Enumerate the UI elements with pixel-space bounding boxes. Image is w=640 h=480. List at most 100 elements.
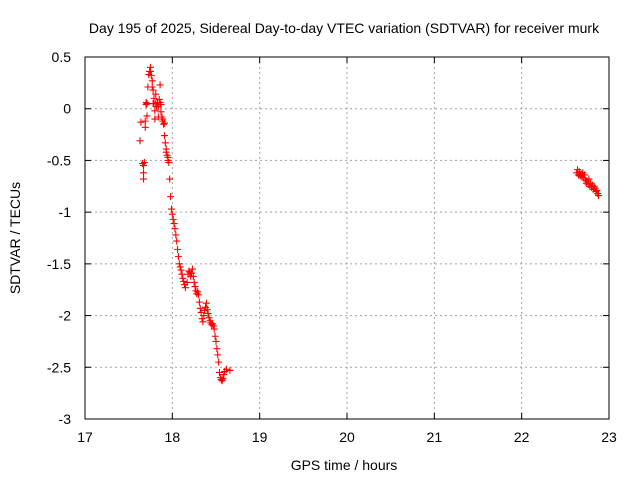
data-point [202, 299, 210, 307]
x-axis-label: GPS time / hours [291, 457, 398, 473]
data-point [148, 77, 156, 85]
data-point [204, 310, 212, 318]
data-point [215, 358, 223, 366]
data-point [141, 117, 149, 125]
data-point [167, 193, 175, 201]
data-point [222, 365, 230, 373]
y-tick-label: -1 [59, 204, 72, 220]
x-tick-label: 17 [77, 429, 93, 445]
axis-ticks [84, 56, 610, 420]
data-point [161, 139, 169, 147]
data-point [195, 298, 203, 306]
data-point [581, 171, 589, 179]
data-point [147, 72, 155, 80]
data-point [211, 332, 219, 340]
data-point [148, 83, 156, 91]
data-point [210, 325, 218, 333]
data-point [195, 291, 203, 299]
data-point [152, 90, 160, 98]
y-tick-label: -1.5 [47, 256, 71, 272]
data-point [143, 100, 151, 108]
data-point [137, 118, 145, 126]
data-point [169, 215, 177, 223]
data-point [143, 112, 151, 120]
data-point [183, 278, 191, 286]
data-point [217, 376, 225, 384]
data-point [205, 314, 213, 322]
data-point [577, 170, 585, 178]
data-point [156, 81, 164, 89]
data-point [160, 120, 168, 128]
data-point [173, 237, 181, 245]
data-point [595, 192, 603, 200]
data-point [212, 337, 220, 345]
x-tick-labels: 17 18 19 20 21 22 23 [77, 429, 617, 445]
data-point [181, 284, 189, 292]
data-point [188, 269, 196, 277]
data-point [151, 107, 159, 115]
chart-title: Day 195 of 2025, Sidereal Day-to-day VTE… [89, 20, 600, 36]
data-point [198, 315, 206, 323]
data-point [593, 186, 601, 194]
data-point [208, 321, 216, 329]
x-tick-label: 23 [601, 429, 617, 445]
data-point [155, 95, 163, 103]
x-tick-label: 22 [514, 429, 530, 445]
y-tick-label: 0.5 [52, 49, 72, 65]
y-tick-labels: 0.5 0 -0.5 -1 -1.5 -2 -2.5 -3 [47, 49, 71, 427]
data-point [174, 253, 182, 261]
data-point [179, 274, 187, 282]
y-axis-label: SDTVAR / TECUs [7, 182, 23, 294]
data-point [157, 108, 165, 116]
grid-lines [85, 57, 609, 419]
y-tick-label: -0.5 [47, 152, 71, 168]
y-tick-label: 0 [63, 101, 71, 117]
x-tick-label: 20 [339, 429, 355, 445]
y-tick-label: -2.5 [47, 359, 71, 375]
data-point [188, 265, 196, 273]
y-tick-label: -2 [59, 308, 72, 324]
data-point [174, 245, 182, 253]
data-point [177, 266, 185, 274]
data-point [175, 260, 183, 268]
data-point [150, 94, 158, 102]
data-point [167, 205, 175, 213]
data-point [220, 371, 228, 379]
data-point [160, 119, 168, 127]
x-tick-label: 19 [252, 429, 268, 445]
data-point [194, 288, 202, 296]
data-point [166, 175, 174, 183]
data-point [199, 318, 207, 326]
data-point [190, 278, 198, 286]
data-point [209, 322, 217, 330]
data-point [160, 132, 168, 140]
data-point [192, 287, 200, 295]
data-point [168, 210, 176, 218]
data-point [226, 366, 234, 374]
data-point [172, 231, 180, 239]
data-point [189, 272, 197, 280]
data-point [219, 375, 227, 383]
data-point [162, 148, 170, 156]
data-point [170, 220, 178, 228]
data-point [214, 351, 222, 359]
data-point [171, 225, 179, 233]
y-tick-label: -3 [59, 411, 72, 427]
data-point [215, 368, 223, 376]
data-point [141, 123, 149, 131]
data-point [149, 86, 157, 94]
data-point [176, 263, 184, 271]
x-tick-label: 21 [427, 429, 443, 445]
data-point [180, 277, 188, 285]
data-point [196, 304, 204, 312]
data-point [581, 176, 589, 184]
data-point [136, 137, 144, 145]
data-points [136, 63, 603, 385]
x-tick-label: 18 [165, 429, 181, 445]
data-point [191, 283, 199, 291]
data-point [165, 158, 173, 166]
data-point [213, 345, 221, 353]
data-point [200, 312, 208, 320]
data-point [140, 169, 148, 177]
